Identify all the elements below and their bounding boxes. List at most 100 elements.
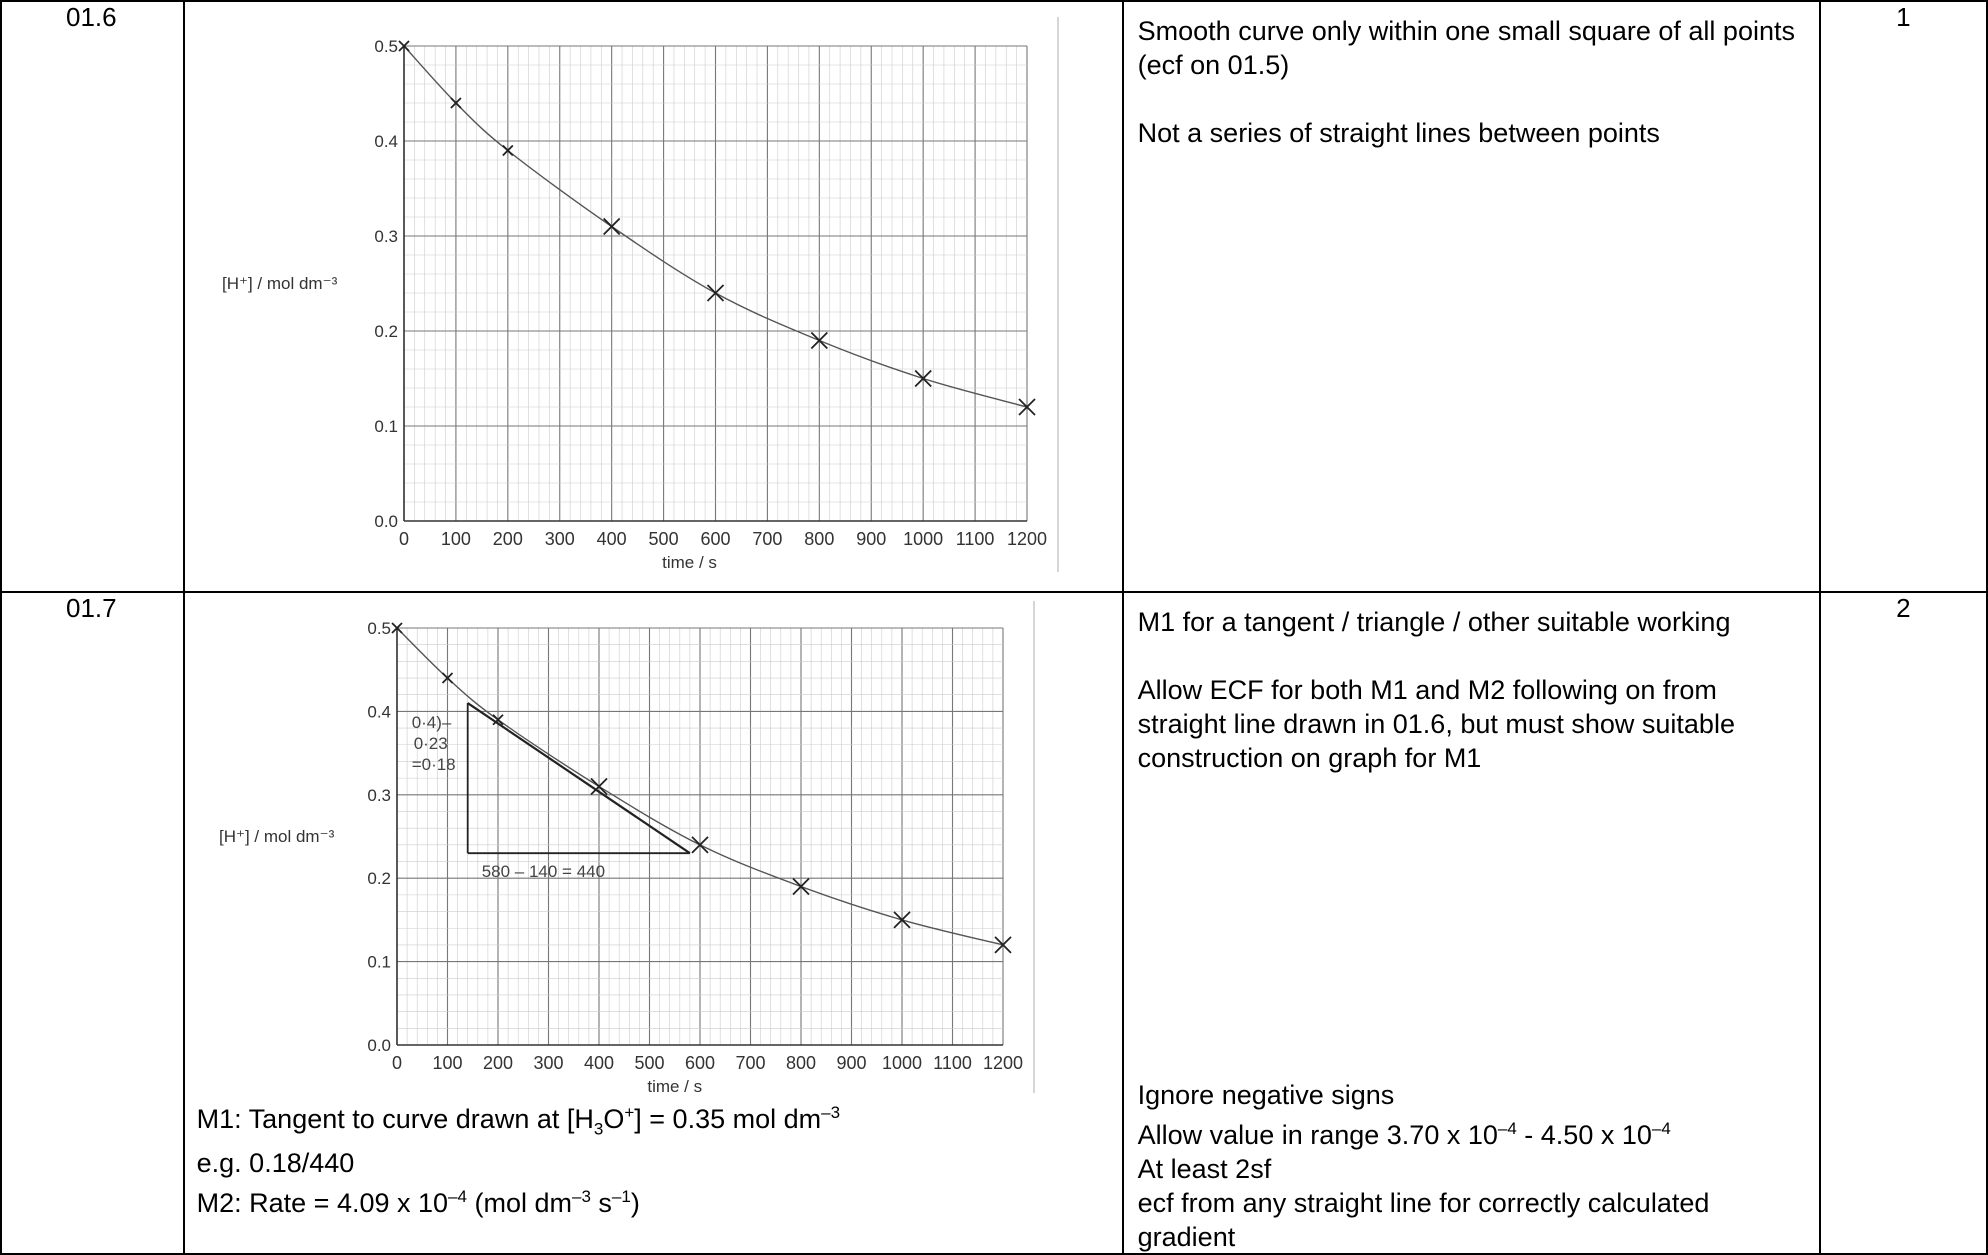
guidance-cell: Smooth curve only within one small squar… [1121,0,1821,593]
handwritten-dx: 580 – 140 = 440 [481,862,604,881]
cross-stroke [691,836,709,854]
y-tick-label: 0.4 [374,132,398,151]
y-axis-label: [H⁺] / mol dm⁻³ [222,274,338,293]
data-point-cross [1018,398,1036,416]
guidance-cell: M1 for a tangent / triangle / other suit… [1121,591,1821,1255]
cross-stroke [590,777,608,796]
y-tick-label: 0.4 [367,702,391,721]
y-tick-label: 0.5 [367,619,391,638]
guidance-bottom: Ignore negative signs Allow value in ran… [1138,1078,1798,1254]
data-point-cross [492,714,504,726]
y-tick-label: 0.3 [367,786,391,805]
guidance-range: Allow value in range 3.70 x 10–4 - 4.50 … [1137,1119,1671,1150]
x-tick-label: 400 [596,529,626,549]
guidance-text: Not a series of straight lines between p… [1137,118,1660,148]
x-tick-label: 500 [634,1053,664,1073]
best-fit-curve [396,627,1003,946]
x-tick-label: 100 [441,529,471,549]
cross-stroke [810,331,828,350]
x-tick-label: 900 [856,529,886,549]
handwritten-dy: 0·23 [413,734,447,753]
cross-stroke [398,40,410,52]
row-01-7: 01.7 0 100 200 300 400 500 600 700 800 900 1000 110… [0,591,1988,1255]
x-tick-label: 200 [483,1053,513,1073]
cross-stroke [441,672,453,684]
marks-value: 1 [1896,2,1911,32]
x-tick-label: 100 [432,1053,462,1073]
data-point-cross [449,97,462,109]
tangent-graph: 0 100 200 300 400 500 600 700 800 900 1000 1100 1200… [219,601,1035,1096]
cross-stroke [449,97,462,109]
data-point-cross [810,331,828,350]
cross-stroke [492,714,504,726]
marks-value: 2 [1896,593,1911,623]
x-tick-label: 600 [685,1053,715,1073]
handwritten-dy: 0·4)– [411,713,451,732]
graph-cell: 0 100 200 300 400 500 600 700 800 900 1000 1100 1200… [182,0,1124,593]
handwritten-dy: =0·18 [411,755,455,774]
x-tick-label: 1200 [983,1053,1023,1073]
x-axis-label: time / s [647,1077,702,1096]
data-point-cross [792,877,810,896]
answer-example: e.g. 0.18/440 [196,1148,355,1179]
data-point-cross [501,144,514,157]
marks-cell: 2 [1818,591,1988,1255]
question-number-cell: 01.7 [0,591,185,1255]
cross-stroke [792,877,810,896]
cross-stroke [706,284,724,302]
y-tick-label: 0.5 [374,37,398,56]
cross-stroke [914,369,932,388]
x-tick-label: 800 [804,529,834,549]
data-point-cross [893,911,911,929]
graph-cell: 0 100 200 300 400 500 600 700 800 900 1000 1100 1200… [182,591,1124,1255]
question-number: 01.7 [66,593,117,623]
data-point-cross [398,40,410,52]
data-point-cross [706,284,724,302]
y-tick-label: 0.2 [374,322,398,341]
x-tick-label: 1000 [903,529,943,549]
y-tick-label: 0.2 [367,869,391,888]
cross-stroke [501,144,514,157]
y-tick-label: 0.1 [374,417,398,436]
y-tick-label: 0.0 [367,1036,391,1055]
cross-stroke [893,911,911,929]
cross-stroke [602,217,620,236]
x-tick-label: 700 [735,1053,765,1073]
cross-stroke [994,936,1012,954]
x-tick-label: 500 [648,529,678,549]
cross-stroke [391,622,403,634]
data-point-cross [590,777,608,796]
x-tick-label: 1200 [1007,529,1047,549]
x-tick-label: 1000 [882,1053,922,1073]
x-tick-label: 0 [399,529,409,549]
y-tick-label: 0.0 [374,512,398,531]
x-tick-label: 1100 [933,1053,972,1073]
guidance-text: Allow ECF for both M1 and M2 following o… [1137,675,1735,773]
concentration-time-graph: 0 100 200 300 400 500 600 700 800 900 1000 1100 1200… [222,17,1059,572]
answer-m2: M2: Rate = 4.09 x 10–4 (mol dm–3 s–1) [196,1187,640,1219]
marks-cell: 1 [1818,0,1988,593]
x-tick-label: 800 [786,1053,816,1073]
x-tick-label: 600 [700,529,730,549]
guidance-text: Smooth curve only within one small squar… [1137,16,1795,80]
answer-m1: M1: Tangent to curve drawn at [H3O+] = 0… [196,1103,841,1139]
data-point-cross [994,936,1012,954]
x-tick-label: 300 [544,529,574,549]
question-number: 01.6 [66,2,117,32]
y-axis-label: [H⁺] / mol dm⁻³ [219,827,335,846]
x-tick-label: 200 [492,529,522,549]
x-tick-label: 300 [533,1053,563,1073]
guidance-line: Ignore negative signs [1137,1080,1395,1110]
x-tick-label: 900 [836,1053,866,1073]
data-point-cross [441,672,453,684]
x-tick-label: 0 [392,1053,402,1073]
x-tick-label: 1100 [955,529,994,549]
data-point-cross [391,622,403,634]
x-axis-label: time / s [662,553,717,572]
row-01-6: 01.6 0 100 200 300 400 500 600 700 800 900 1000 110… [0,0,1988,593]
data-point-cross [914,369,932,388]
guidance-line: ecf from any straight line for correctly… [1137,1188,1710,1252]
question-number-cell: 01.6 [0,0,185,593]
y-tick-label: 0.1 [367,953,391,972]
